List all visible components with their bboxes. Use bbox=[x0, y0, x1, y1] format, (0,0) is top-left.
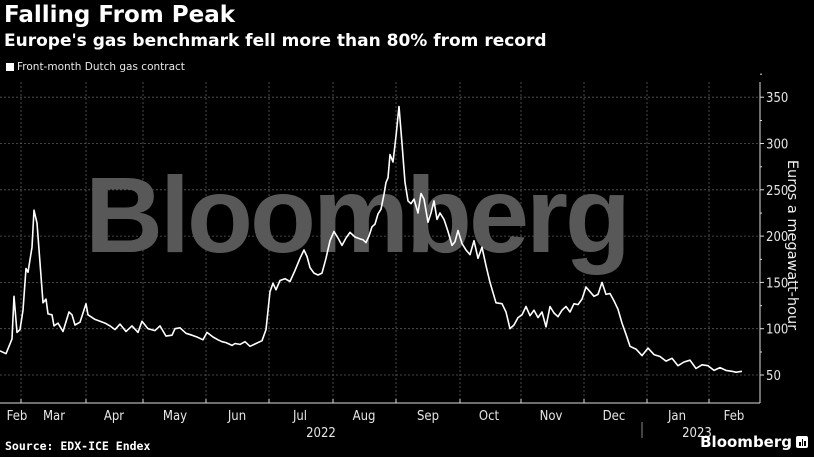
y-tick-label: 150 bbox=[766, 276, 788, 291]
x-tick-label: Feb bbox=[7, 409, 28, 424]
x-tick-label: Jul bbox=[292, 409, 307, 424]
y-tick-label: 350 bbox=[766, 91, 788, 106]
brand-text: Bloomberg bbox=[700, 433, 792, 451]
y-tick-label: 100 bbox=[766, 323, 788, 338]
x-tick-label: Nov bbox=[540, 409, 563, 424]
y-tick-label: 50 bbox=[766, 369, 781, 384]
legend: Front-month Dutch gas contract bbox=[6, 61, 185, 73]
x-tick-label: Mar bbox=[43, 409, 65, 424]
x-year-label: 2023 bbox=[682, 426, 712, 441]
x-year-label: 2022 bbox=[306, 426, 336, 441]
axes: 50 100 150 200 250 300 350 Feb Mar Apr May Jun Jul Au… bbox=[0, 73, 788, 441]
x-tick-label: Jan bbox=[667, 409, 686, 424]
watermark-text: Bloomberg bbox=[85, 154, 628, 275]
x-tick-label: Apr bbox=[104, 409, 124, 424]
x-tick-label: Oct bbox=[479, 409, 500, 424]
x-tick-label: Sep bbox=[417, 409, 439, 424]
y-tick-label: 200 bbox=[766, 230, 788, 245]
chart-title: Falling From Peak bbox=[4, 2, 236, 28]
watermark: Bloomberg bbox=[85, 154, 631, 275]
x-tick-label: Dec bbox=[603, 409, 626, 424]
x-tick-label: Aug bbox=[353, 409, 376, 424]
x-tick-label: Feb bbox=[724, 409, 745, 424]
y-tick-label: 250 bbox=[766, 184, 788, 199]
bloomberg-terminal-icon bbox=[796, 436, 808, 448]
legend-label: Front-month Dutch gas contract bbox=[17, 61, 185, 73]
x-tick-label: Jun bbox=[227, 409, 246, 424]
series-line bbox=[0, 105, 743, 373]
y-axis-label: Euros a megawatt-hour bbox=[784, 159, 800, 331]
y-tick-label: 300 bbox=[766, 138, 788, 153]
legend-swatch-icon bbox=[6, 63, 14, 71]
brand-logo: Bloomberg bbox=[700, 433, 808, 451]
chart-subtitle: Europe's gas benchmark fell more than 80… bbox=[4, 31, 547, 51]
x-tick-label: May bbox=[163, 409, 187, 424]
gridlines bbox=[0, 82, 760, 403]
source-note: Source: EDX-ICE Endex bbox=[5, 439, 151, 453]
